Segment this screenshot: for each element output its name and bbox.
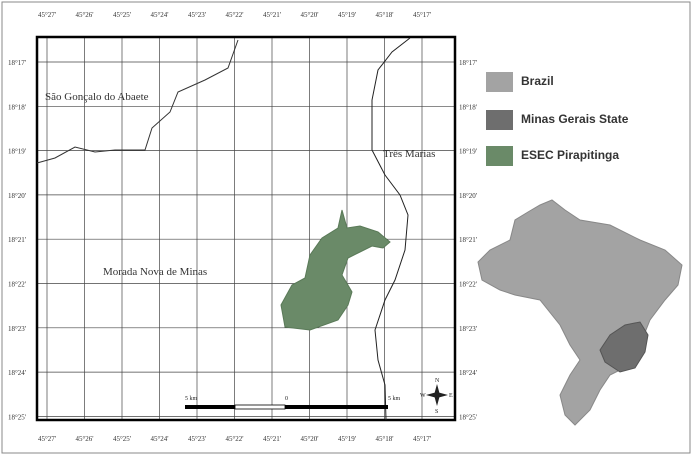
brazil (477, 199, 683, 426)
lon-label: 45°22' (225, 435, 243, 443)
lon-label: 45°19' (338, 11, 356, 19)
lon-label: 45°18' (375, 11, 393, 19)
lon-label: 45°20' (300, 11, 318, 19)
lon-label: 45°27' (38, 11, 56, 19)
compass-label: E (449, 393, 453, 399)
lat-label: 18°19' (459, 148, 477, 156)
compass-label: W (420, 393, 426, 399)
lon-label: 45°17' (413, 435, 431, 443)
scale-bar (285, 405, 388, 409)
lon-label: 45°26' (75, 11, 93, 19)
lon-label: 45°24' (150, 435, 168, 443)
compass-label: N (435, 378, 440, 384)
lat-label: 18°24' (8, 369, 26, 377)
lat-label: 18°21' (8, 236, 26, 244)
lon-label: 45°19' (338, 435, 356, 443)
lon-label: 45°23' (188, 11, 206, 19)
legend-label: ESEC Pirapitinga (521, 148, 619, 162)
place-label: Morada Nova de Minas (103, 266, 207, 278)
lat-label: 18°18' (8, 103, 26, 111)
scale-label: 5 km (185, 396, 198, 402)
lat-label: 18°21' (459, 236, 477, 244)
lat-label: 18°25' (8, 413, 26, 421)
minas-gerais (599, 321, 649, 373)
lat-label: 18°20' (459, 192, 477, 200)
scale-bar (185, 405, 235, 409)
lat-label: 18°22' (459, 281, 477, 289)
lat-label: 18°20' (8, 192, 26, 200)
lon-label: 45°25' (113, 11, 131, 19)
lon-label: 45°18' (375, 435, 393, 443)
lat-label: 18°17' (8, 59, 26, 67)
lat-label: 18°18' (459, 103, 477, 111)
boundary-line (36, 39, 239, 164)
lon-label: 45°22' (225, 11, 243, 19)
legend-swatch (486, 72, 513, 92)
lon-label: 45°20' (300, 435, 318, 443)
lat-label: 18°25' (459, 413, 477, 421)
legend-label: Brazil (521, 74, 554, 88)
lat-label: 18°19' (8, 148, 26, 156)
lat-label: 18°23' (8, 325, 26, 333)
river (371, 37, 411, 421)
place-label: Três Marias (383, 148, 435, 160)
lon-label: 45°23' (188, 435, 206, 443)
compass-label: S (435, 409, 438, 415)
scale-bar (234, 404, 286, 410)
lat-label: 18°22' (8, 281, 26, 289)
legend-swatch (486, 110, 513, 130)
grid (37, 37, 455, 420)
lon-label: 45°17' (413, 11, 431, 19)
lat-label: 18°23' (459, 325, 477, 333)
lon-label: 45°27' (38, 435, 56, 443)
scale-label: 5 km (388, 396, 401, 402)
legend-swatch (486, 146, 513, 166)
lat-label: 18°17' (459, 59, 477, 67)
scale-label: 0 (285, 396, 288, 402)
lon-label: 45°21' (263, 11, 281, 19)
lon-label: 45°21' (263, 435, 281, 443)
lon-label: 45°24' (150, 11, 168, 19)
lat-label: 18°24' (459, 369, 477, 377)
lon-label: 45°26' (75, 435, 93, 443)
compass-rose (426, 384, 448, 406)
lon-label: 45°25' (113, 435, 131, 443)
map-frame (35, 35, 457, 422)
place-label: São Gonçalo do Abaete (45, 91, 149, 103)
legend-label: Minas Gerais State (521, 112, 629, 126)
esec-pirapitinga (280, 209, 391, 331)
